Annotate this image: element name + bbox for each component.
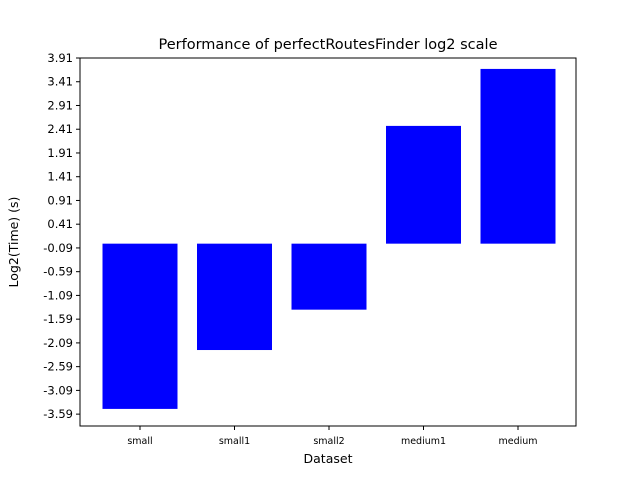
y-tick-label: 2.91	[47, 98, 73, 112]
x-tick-label: small1	[219, 436, 250, 447]
y-axis: -3.59 -3.09 -2.59 -2.09 -1.59 -1.09 -0.59 -0.09…	[43, 51, 80, 421]
bar-small2	[291, 243, 367, 310]
x-tick-label: medium	[498, 436, 537, 447]
y-tick-label: 3.91	[47, 51, 73, 65]
y-tick-label: -2.59	[43, 360, 73, 374]
bar-medium1	[386, 125, 461, 244]
y-tick-label: -3.59	[43, 407, 73, 421]
x-axis: small small1 small2 medium1 medium	[127, 426, 538, 447]
bar-small1	[197, 243, 272, 351]
y-tick-label: -3.09	[43, 383, 73, 397]
y-tick-label: -1.59	[43, 312, 73, 326]
x-tick-label: small2	[313, 436, 344, 447]
y-tick-label: 1.41	[47, 170, 73, 184]
y-tick-label: 2.41	[47, 122, 73, 136]
x-axis-label: Dataset	[304, 451, 353, 466]
bars-group	[102, 68, 556, 409]
chart-title: Performance of perfectRoutesFinder log2 …	[159, 37, 498, 53]
bar-small	[102, 243, 178, 409]
y-tick-label: 1.91	[47, 146, 73, 160]
y-tick-label: -1.09	[43, 288, 73, 302]
y-tick-label: 0.41	[47, 217, 73, 231]
y-tick-label: -0.59	[43, 265, 73, 279]
bar-medium	[480, 68, 556, 244]
y-axis-label: Log2(Time) (s)	[6, 197, 21, 288]
y-tick-label: -2.09	[43, 336, 73, 350]
x-tick-label: medium1	[401, 436, 446, 447]
x-tick-label: small	[127, 436, 152, 447]
y-tick-label: -0.09	[43, 241, 73, 255]
y-tick-label: 3.41	[47, 75, 73, 89]
y-tick-label: 0.91	[47, 193, 73, 207]
plot-frame	[79, 57, 577, 427]
